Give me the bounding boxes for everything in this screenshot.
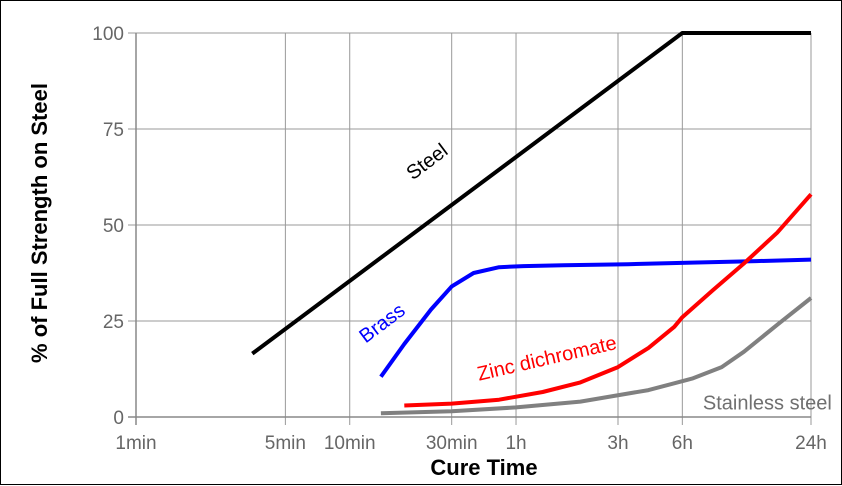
series-label-steel: Steel xyxy=(403,140,453,185)
series-line-zinc-dichromate xyxy=(404,192,813,408)
tick-labels: 1min 5min 10min 30min 1h 3h 6h 24h 0 25 50 75 100 xyxy=(92,24,827,454)
grid xyxy=(128,32,812,425)
x-tick-label: 10min xyxy=(324,433,376,454)
y-tick-label: 75 xyxy=(103,120,124,141)
series-label-brass: Brass xyxy=(355,299,409,347)
x-tick-label: 5min xyxy=(265,433,306,454)
x-tick-label: 24h xyxy=(795,433,827,454)
x-tick-label: 3h xyxy=(607,433,628,454)
series-label-stainless-steel: Stainless steel xyxy=(703,392,832,414)
axes xyxy=(128,33,811,425)
series-line-brass xyxy=(379,257,812,378)
y-tick-label: 0 xyxy=(113,408,124,429)
y-tick-label: 25 xyxy=(103,312,124,333)
y-tick-label: 50 xyxy=(103,216,124,237)
y-tick-label: 100 xyxy=(92,24,124,45)
x-tick-label: 1h xyxy=(505,433,526,454)
series-line-stainless-steel xyxy=(380,296,813,416)
series-line-steel xyxy=(251,31,811,356)
series-lines xyxy=(251,31,813,416)
x-tick-label: 1min xyxy=(115,433,156,454)
x-tick-label: 6h xyxy=(672,433,693,454)
y-axis-title: % of Full Strength on Steel xyxy=(27,83,52,363)
x-tick-label: 30min xyxy=(426,433,478,454)
x-axis-title: Cure Time xyxy=(430,455,537,480)
